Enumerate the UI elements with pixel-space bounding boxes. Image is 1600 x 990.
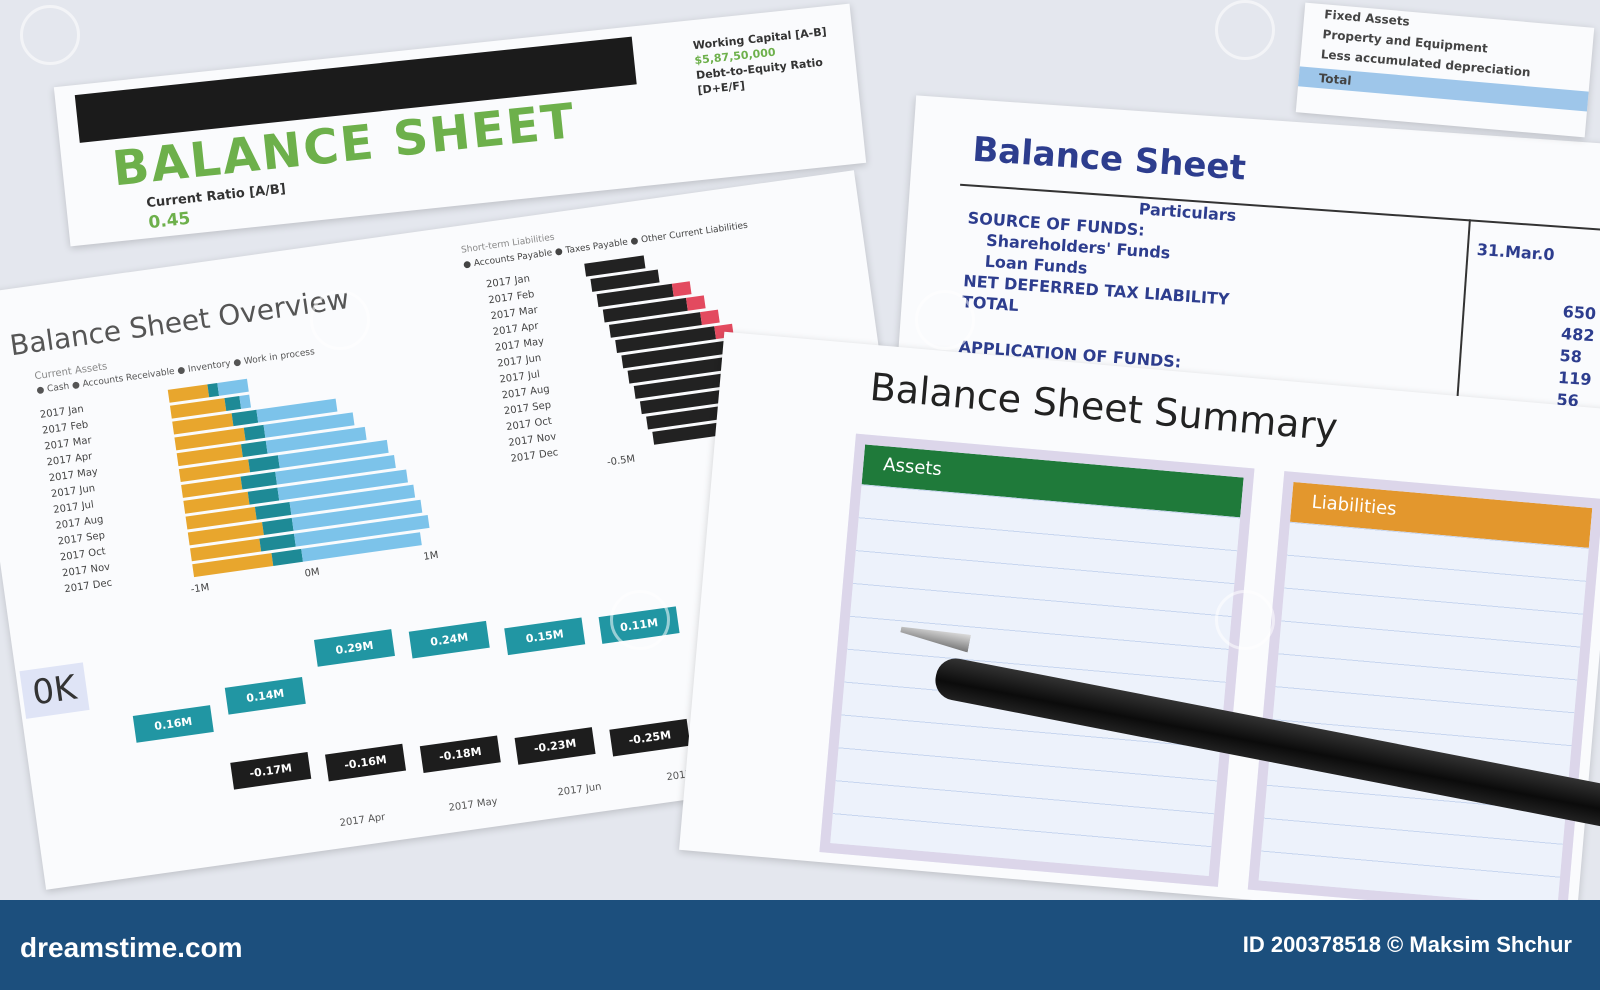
bar-segment: [254, 502, 292, 520]
waterfall-negative-label: -0.18M: [419, 735, 501, 774]
current-ratio-value: 0.45: [147, 208, 192, 234]
bar-segment: [224, 396, 242, 411]
kpi-value: 0K: [19, 662, 90, 719]
balance-value: 650: [1562, 302, 1597, 324]
fixed-assets-paper: Fixed Assets Property and Equipment Less…: [1295, 2, 1595, 138]
waterfall-positive-label: 0.11M: [598, 606, 680, 644]
bar-segment: [700, 309, 720, 325]
month-axis-label: 2017 May: [447, 796, 499, 814]
balance-value: 119: [1557, 367, 1593, 390]
waterfall-negative-label: -0.16M: [325, 743, 407, 782]
bar-segment: [262, 517, 294, 535]
bar-segment: [240, 471, 278, 490]
axis-tick: -0.5M: [606, 453, 636, 469]
bar-segment: [671, 281, 692, 297]
current-assets-bars: [167, 357, 432, 581]
bar-segment: [241, 440, 268, 458]
waterfall-positive-label: 0.15M: [504, 617, 586, 656]
waterfall-negative-label: -0.25M: [609, 718, 691, 757]
bar-segment: [685, 295, 706, 311]
bar-segment: [239, 394, 252, 409]
bar-segment: [259, 533, 296, 552]
bar-segment: [248, 455, 280, 473]
assets-block: Assets: [819, 433, 1255, 887]
working-capital: Working Capital [A-B] $5,87,50,000 Debt-…: [692, 22, 852, 98]
balance-value: 58: [1558, 345, 1583, 367]
month-axis-label: 2017 Jun: [556, 781, 603, 799]
bar-segment: [243, 424, 266, 441]
watermark-icon: [20, 5, 80, 65]
image-credit: ID 200378518 © Maksim Shchur: [1242, 932, 1572, 957]
bar-segment: [231, 409, 259, 427]
bar-segment: [271, 548, 303, 566]
balance-sheet-title: Balance Sheet: [971, 129, 1248, 189]
waterfall-positive-label: 0.16M: [132, 705, 214, 743]
month-labels: 2017 Jan 2017 Feb 2017 Mar 2017 Apr 2017 May…: [39, 401, 115, 598]
watermark-icon: [1215, 0, 1275, 60]
waterfall-positive-label: 0.14M: [224, 677, 306, 715]
liabilities-block: Liabilities: [1247, 471, 1600, 900]
month-axis-label: 2017 Apr: [339, 811, 387, 830]
waterfall-negative-label: -0.23M: [514, 727, 596, 765]
axis-tick: -1M: [190, 582, 211, 596]
photo-scene: BALANCE SHEET Current Ratio [A/B] 0.45 W…: [0, 0, 1600, 900]
site-logo[interactable]: dreamstime.com: [20, 932, 243, 963]
liabilities-grid: [1255, 521, 1589, 900]
axis-tick: 1M: [422, 549, 440, 563]
summary-paper: Balance Sheet Summary Assets Liabilities: [679, 331, 1600, 900]
axis-tick: 0M: [303, 566, 321, 580]
bar-segment: [217, 378, 249, 396]
bar-segment: [247, 487, 280, 505]
balance-value: 482: [1560, 324, 1596, 346]
waterfall-positive-label: 0.29M: [313, 629, 395, 667]
waterfall-positive-label: 0.24M: [408, 620, 490, 659]
month-labels-liabilities: 2017 Jan 2017 Feb 2017 Mar 2017 Apr 2017 May…: [485, 271, 561, 468]
waterfall-negative-label: -0.17M: [230, 751, 312, 790]
stock-footer-bar: dreamstime.com ID 200378518 © Maksim Shc…: [0, 900, 1600, 990]
